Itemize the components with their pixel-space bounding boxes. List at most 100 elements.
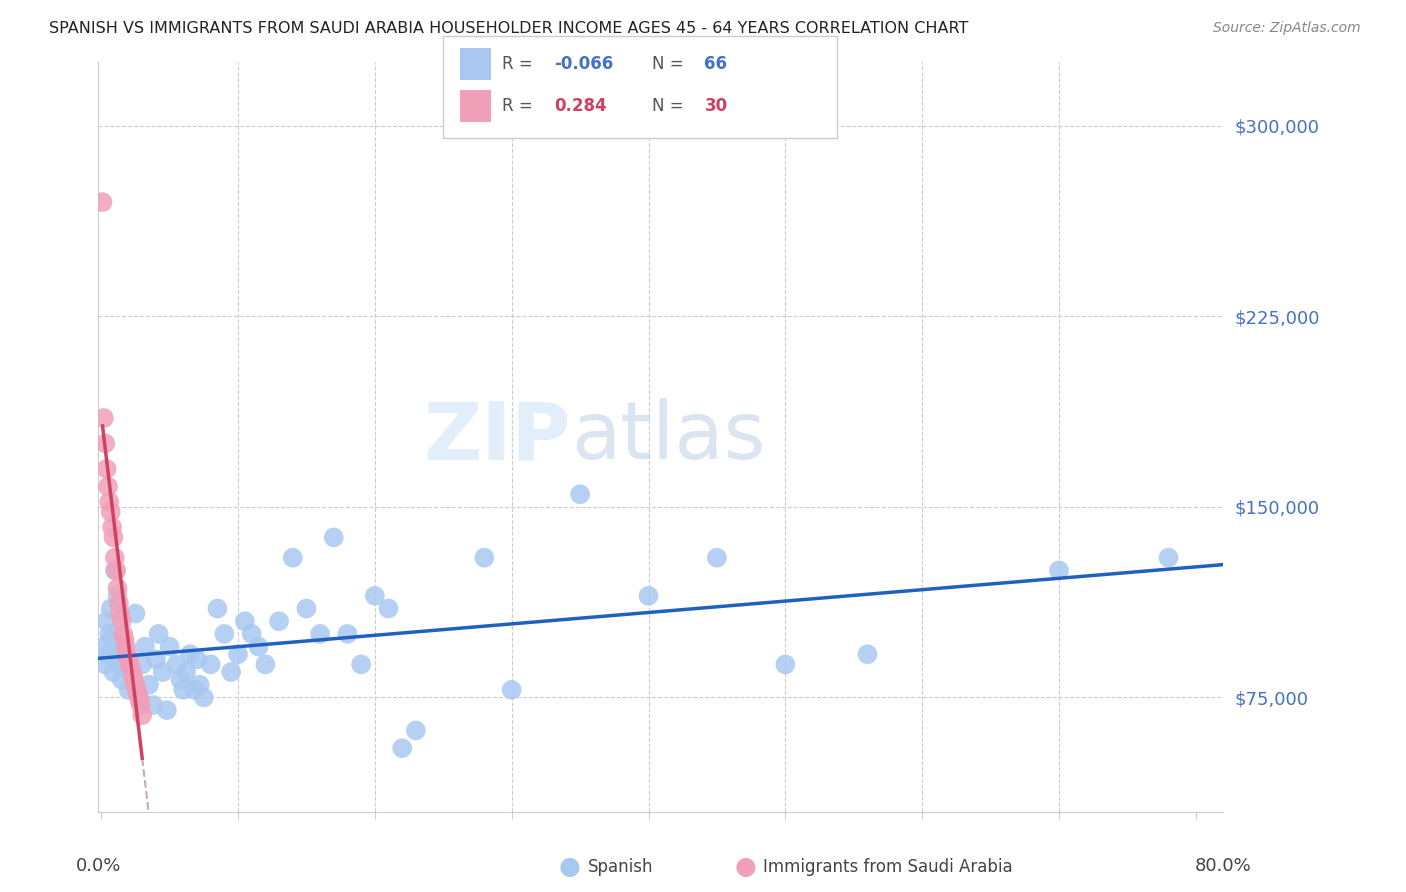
Point — [186, 652, 208, 666]
Point — [107, 589, 129, 603]
Point — [98, 495, 121, 509]
Point — [107, 581, 129, 595]
Point — [115, 647, 138, 661]
Point — [104, 550, 127, 565]
Text: N =: N = — [652, 97, 689, 115]
Text: R =: R = — [502, 97, 543, 115]
Point — [131, 708, 153, 723]
Point — [125, 682, 148, 697]
Point — [118, 657, 141, 672]
Point — [101, 520, 124, 534]
Point — [91, 195, 114, 210]
Point — [174, 665, 197, 679]
Point — [134, 640, 156, 654]
Point — [281, 550, 304, 565]
Point — [1047, 563, 1070, 577]
Point — [111, 614, 134, 628]
Point — [101, 632, 124, 646]
Point — [100, 505, 122, 519]
Point — [200, 657, 222, 672]
Point — [391, 741, 413, 756]
Point — [295, 601, 318, 615]
Point — [240, 627, 263, 641]
Point — [169, 673, 191, 687]
Text: Source: ZipAtlas.com: Source: ZipAtlas.com — [1213, 21, 1361, 35]
Point — [98, 627, 121, 641]
Point — [148, 627, 170, 641]
Point — [127, 688, 149, 702]
Point — [112, 627, 135, 641]
Text: Immigrants from Saudi Arabia: Immigrants from Saudi Arabia — [763, 858, 1014, 876]
Text: 80.0%: 80.0% — [1195, 856, 1251, 875]
Point — [122, 673, 145, 687]
Point — [105, 563, 128, 577]
Text: ●: ● — [558, 855, 581, 879]
Point — [138, 678, 160, 692]
Point — [111, 673, 134, 687]
Point — [179, 647, 201, 661]
Text: SPANISH VS IMMIGRANTS FROM SAUDI ARABIA HOUSEHOLDER INCOME AGES 45 - 64 YEARS CO: SPANISH VS IMMIGRANTS FROM SAUDI ARABIA … — [49, 21, 969, 36]
Point — [165, 657, 187, 672]
Point — [124, 678, 146, 692]
Text: 66: 66 — [704, 55, 727, 73]
Point — [112, 632, 135, 646]
Point — [569, 487, 592, 501]
Point — [129, 698, 152, 712]
Point — [108, 597, 131, 611]
Point — [117, 682, 139, 697]
Point — [120, 665, 142, 679]
Point — [104, 563, 127, 577]
Point — [501, 682, 523, 697]
Point — [117, 652, 139, 666]
Point — [142, 698, 165, 712]
Point — [183, 682, 205, 697]
Point — [97, 647, 120, 661]
Point — [145, 652, 167, 666]
Point — [121, 667, 143, 681]
Point — [128, 690, 150, 705]
Point — [110, 657, 132, 672]
Point — [156, 703, 179, 717]
Point — [97, 480, 120, 494]
Point — [172, 682, 194, 697]
Point — [128, 693, 150, 707]
Point — [108, 647, 131, 661]
Point — [207, 601, 229, 615]
Point — [110, 607, 132, 621]
Point — [124, 607, 146, 621]
Point — [226, 647, 249, 661]
Point — [322, 530, 344, 544]
Point — [350, 657, 373, 672]
Point — [267, 614, 290, 628]
Point — [637, 589, 659, 603]
Point — [706, 550, 728, 565]
Point — [131, 657, 153, 672]
Text: Spanish: Spanish — [588, 858, 654, 876]
Point — [188, 678, 211, 692]
Point — [103, 665, 125, 679]
Point — [214, 627, 236, 641]
Point — [120, 663, 142, 677]
Point — [114, 640, 136, 654]
Point — [775, 657, 797, 672]
Text: -0.066: -0.066 — [554, 55, 613, 73]
Point — [114, 652, 136, 666]
Text: ZIP: ZIP — [423, 398, 571, 476]
Text: 0.284: 0.284 — [554, 97, 606, 115]
Point — [377, 601, 399, 615]
Point — [159, 640, 181, 654]
Point — [93, 411, 115, 425]
Text: ●: ● — [734, 855, 756, 879]
Point — [247, 640, 270, 654]
Point — [100, 601, 122, 615]
Text: N =: N = — [652, 55, 689, 73]
Point — [94, 657, 117, 672]
Point — [112, 640, 135, 654]
Point — [193, 690, 215, 705]
Point — [96, 462, 118, 476]
Point — [254, 657, 277, 672]
Point — [336, 627, 359, 641]
Point — [219, 665, 242, 679]
Point — [472, 550, 495, 565]
Point — [856, 647, 879, 661]
